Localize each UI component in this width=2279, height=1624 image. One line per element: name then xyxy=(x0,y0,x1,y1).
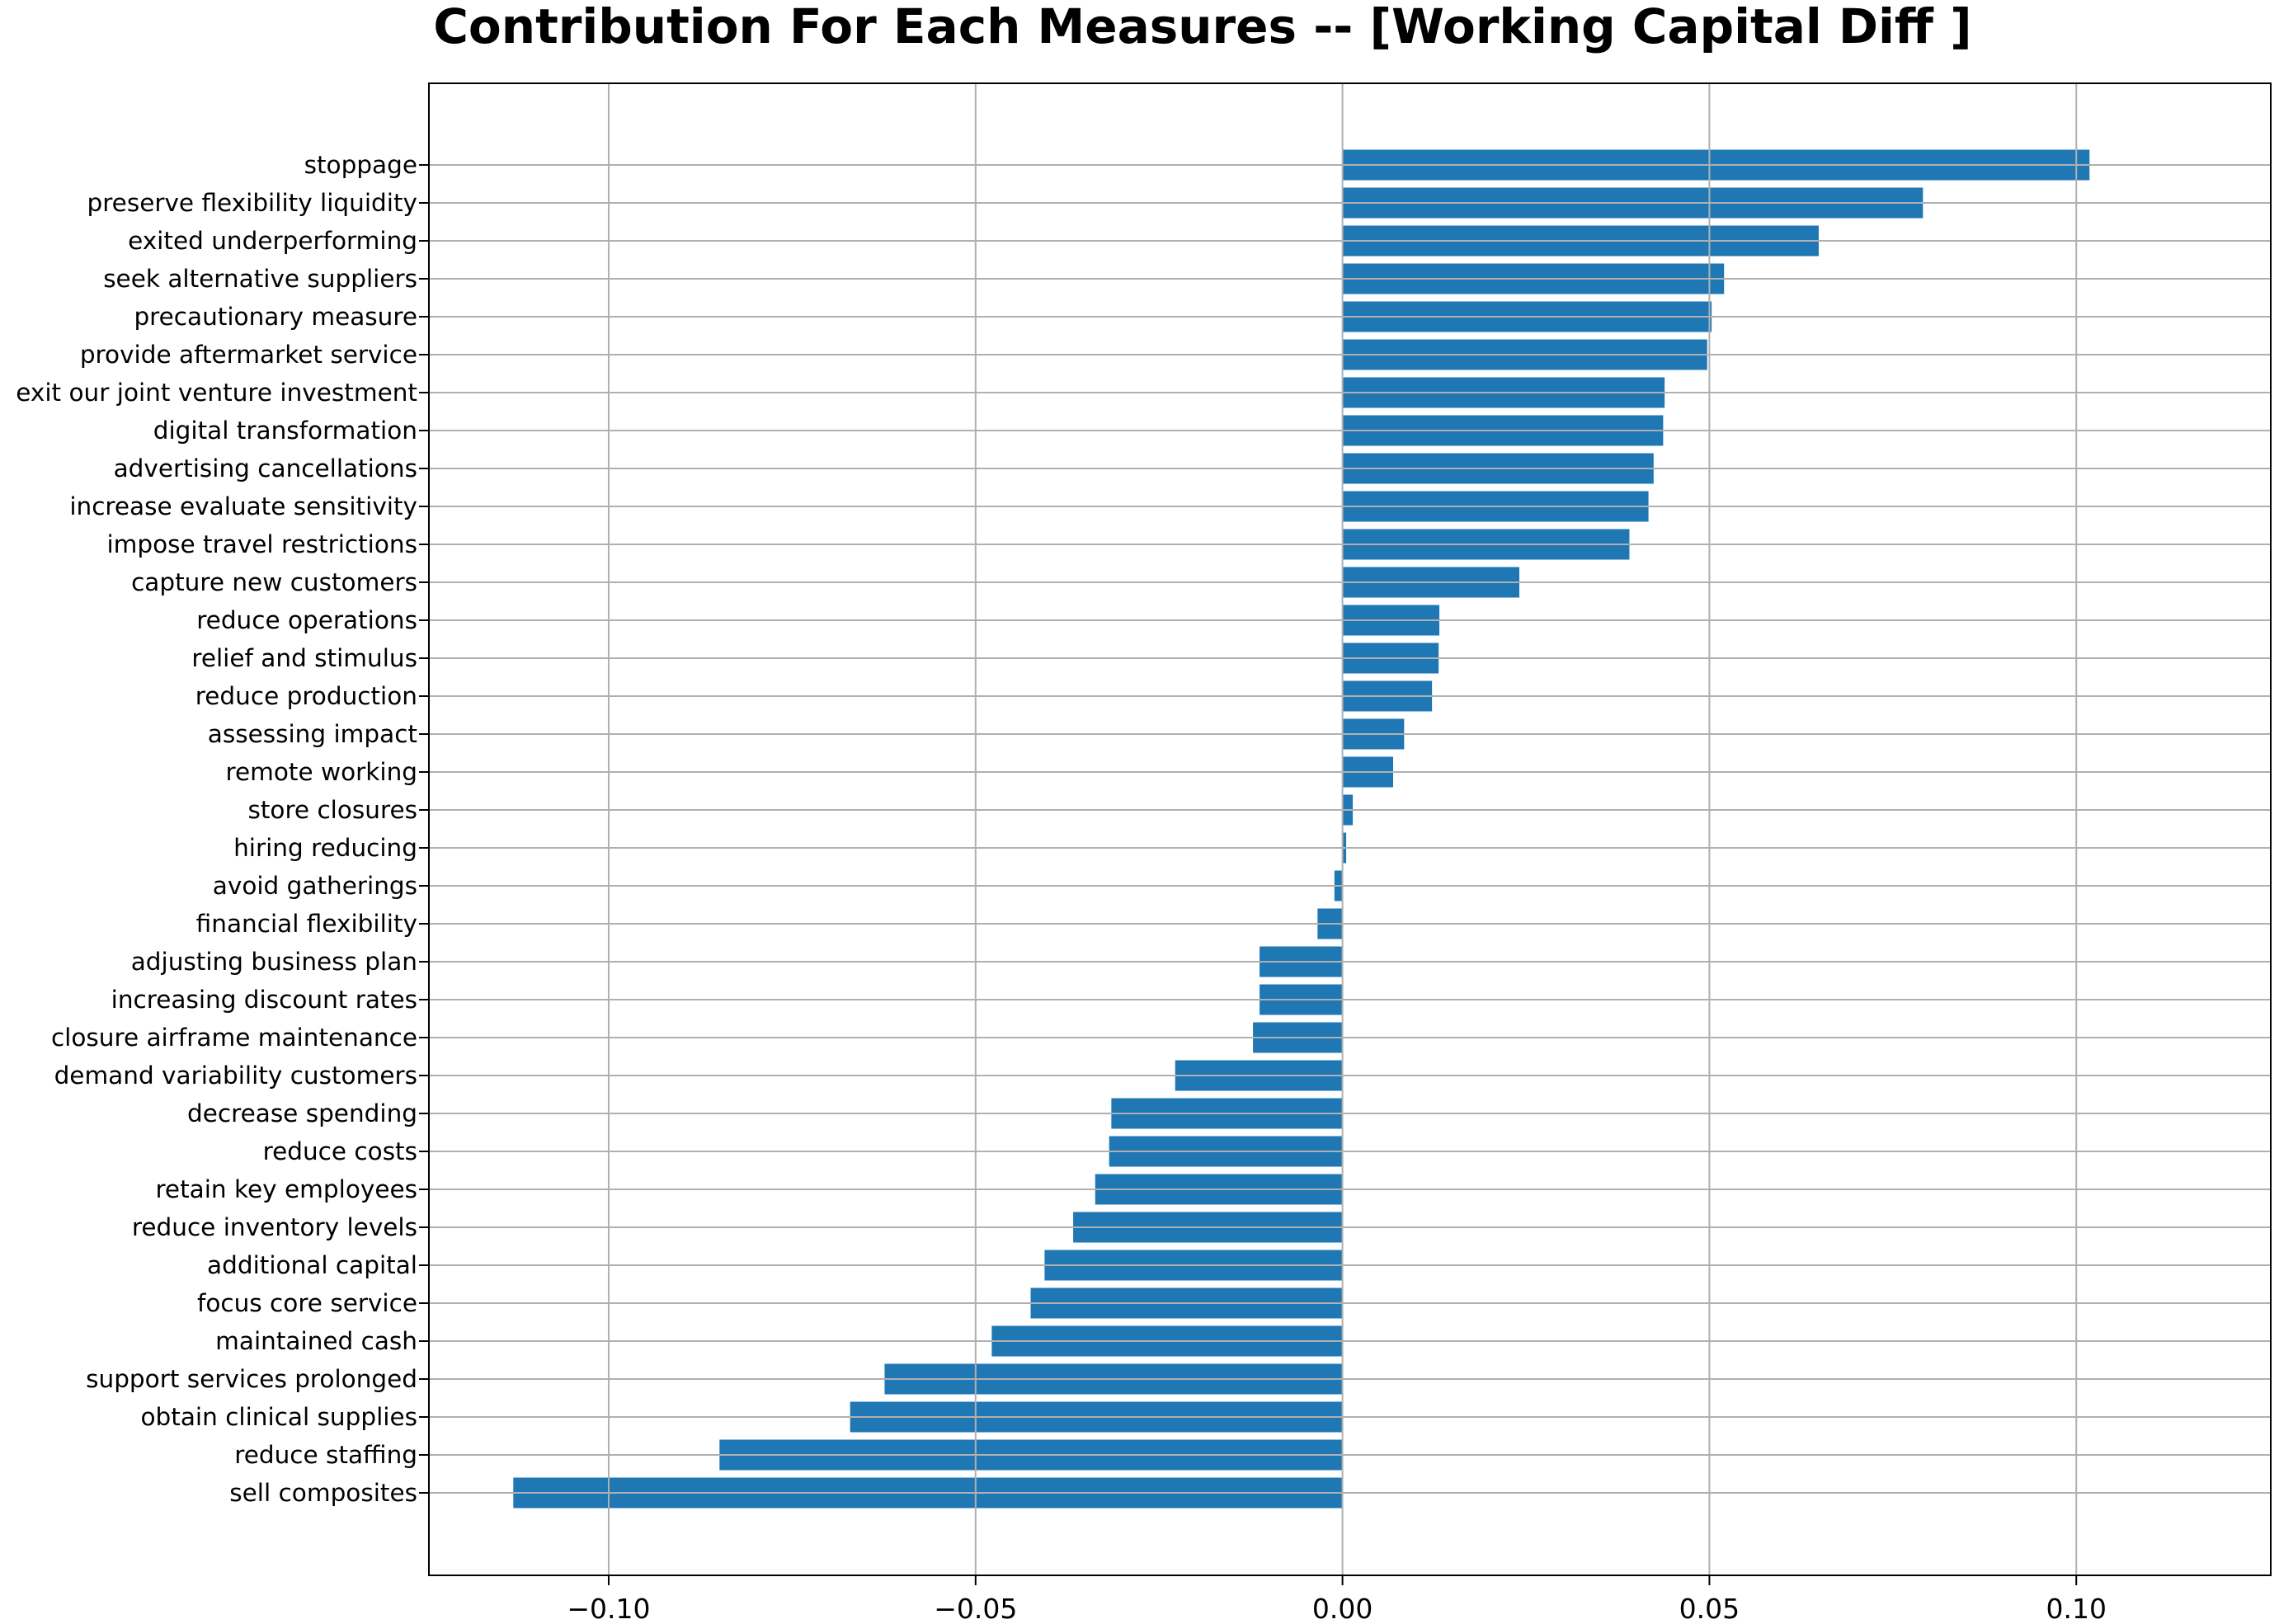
y-tick-label: preserve flexibility liquidity xyxy=(87,189,417,217)
y-tick-label: obtain clinical supplies xyxy=(141,1403,418,1431)
plot-area-frame xyxy=(428,82,2272,1576)
x-tick-label: 0.10 xyxy=(2046,1593,2107,1624)
y-tick-label: demand variability customers xyxy=(54,1061,417,1090)
y-tick-label: support services prolonged xyxy=(86,1365,417,1393)
y-tick-label: seek alternative suppliers xyxy=(103,265,417,293)
x-tick-label: 0.00 xyxy=(1312,1593,1373,1624)
y-tick-label: digital transformation xyxy=(153,417,417,445)
y-tick-label: store closures xyxy=(247,796,417,824)
y-tick-label: provide aftermarket service xyxy=(80,341,417,369)
y-tick-label: precautionary measure xyxy=(134,303,417,331)
y-tick-label: reduce operations xyxy=(196,606,417,634)
y-tick-label: increase evaluate sensitivity xyxy=(69,492,417,520)
y-tick-label: impose travel restrictions xyxy=(106,530,417,558)
x-tick-label: −0.10 xyxy=(567,1593,650,1624)
y-tick-label: financial flexibility xyxy=(196,910,417,938)
y-tick-label: reduce production xyxy=(195,682,417,710)
y-tick-label: retain key employees xyxy=(155,1175,417,1203)
y-tick-label: increasing discount rates xyxy=(111,986,417,1014)
y-tick-label: sell composites xyxy=(229,1479,417,1507)
bars xyxy=(513,149,2090,1509)
x-tick-label: −0.05 xyxy=(934,1593,1017,1624)
y-tick-label: hiring reducing xyxy=(233,834,417,862)
y-tick-label: stoppage xyxy=(304,151,417,179)
y-tick-label: assessing impact xyxy=(208,720,417,748)
y-tick-label: maintained cash xyxy=(215,1327,417,1355)
y-tick-label: relief and stimulus xyxy=(191,644,417,672)
x-axis-tick-labels: −0.10 −0.05 0.00 0.05 0.10 xyxy=(567,1575,2107,1624)
y-tick-label: exit our joint venture investment xyxy=(16,379,417,407)
y-tick-label: reduce costs xyxy=(263,1137,417,1165)
y-tick-label: focus core service xyxy=(197,1289,417,1317)
chart-title: Contribution For Each Measures -- [Worki… xyxy=(433,0,1971,54)
y-tick-label: advertising cancellations xyxy=(114,454,417,482)
y-tick-label: decrease spending xyxy=(187,1099,417,1127)
y-tick-label: remote working xyxy=(225,758,417,786)
grid-lines xyxy=(429,83,2271,1575)
y-tick-label: exited underperforming xyxy=(128,227,417,255)
y-tick-label: reduce staffing xyxy=(234,1441,417,1469)
y-tick-label: capture new customers xyxy=(131,568,417,596)
y-axis-tick-labels: stoppage preserve flexibility liquidity ex… xyxy=(16,151,429,1507)
y-tick-label: additional capital xyxy=(207,1251,417,1279)
y-tick-label: adjusting business plan xyxy=(131,948,417,976)
y-tick-label: avoid gatherings xyxy=(213,872,417,900)
y-tick-label: closure airframe maintenance xyxy=(51,1024,417,1052)
x-tick-label: 0.05 xyxy=(1679,1593,1740,1624)
y-tick-label: reduce inventory levels xyxy=(132,1213,417,1241)
